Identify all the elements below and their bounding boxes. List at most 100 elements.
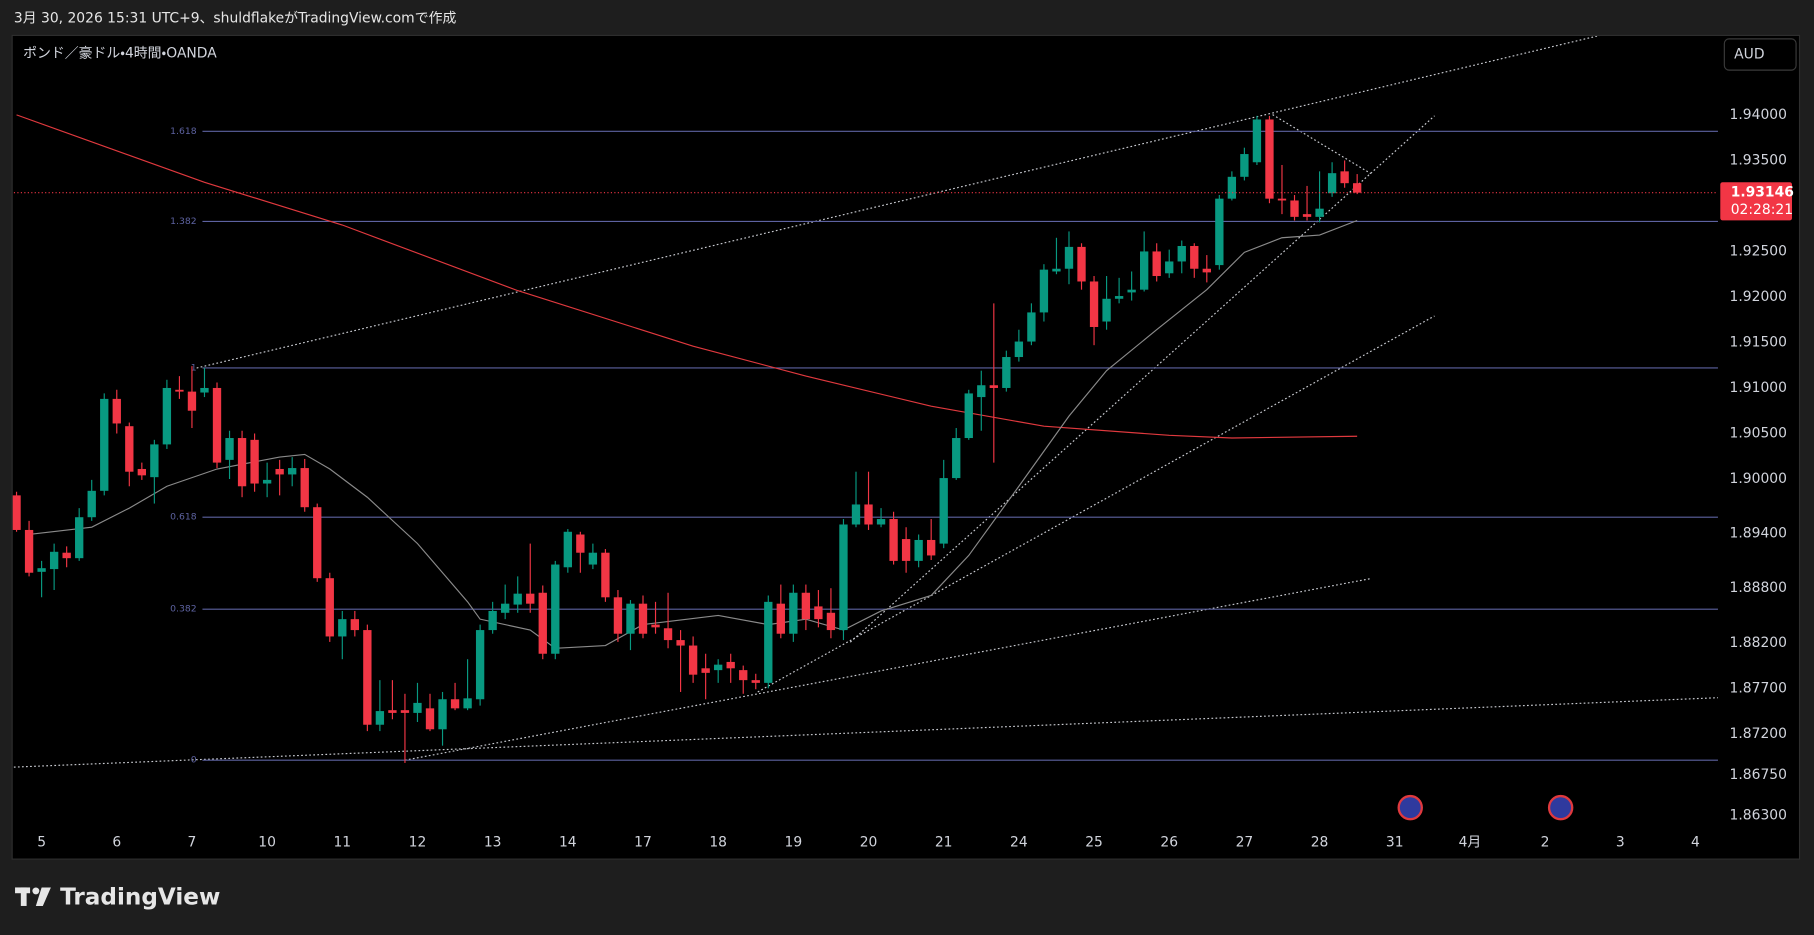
- x-tick-label: 11: [333, 834, 351, 850]
- moving-average: [28, 219, 1358, 649]
- candle-body: [1139, 251, 1149, 290]
- candle-body: [262, 479, 272, 484]
- candle-body: [1064, 246, 1074, 269]
- candle-body: [1152, 251, 1161, 277]
- candle-body: [914, 539, 923, 561]
- candle-body: [839, 524, 848, 631]
- candle-body: [1252, 119, 1262, 163]
- candle-body: [200, 387, 209, 393]
- candle-body: [776, 603, 785, 634]
- candle-body: [613, 597, 623, 634]
- x-tick-label: 13: [484, 834, 502, 850]
- candle-body: [1327, 173, 1337, 194]
- candle-body: [651, 624, 660, 628]
- candle-body: [162, 387, 172, 445]
- candle-body: [1202, 268, 1211, 273]
- event-icon[interactable]: [1397, 794, 1423, 821]
- candle-body: [726, 661, 735, 669]
- candle-body: [49, 551, 59, 570]
- candle-body: [1027, 312, 1036, 342]
- candle-body: [24, 529, 34, 573]
- x-tick-label: 7: [188, 834, 197, 850]
- y-tick-label: 1.88200: [1730, 635, 1787, 651]
- fib-label: 0: [191, 755, 197, 766]
- candle-body: [187, 391, 197, 411]
- candle-body: [663, 628, 673, 641]
- candle-body: [1014, 341, 1024, 358]
- candle-body: [1302, 214, 1312, 217]
- plot: 1.618 1.382 1 0.618 0.382 0: [12, 114, 1718, 766]
- brand-name: TradingView: [60, 884, 220, 910]
- candle-body: [576, 534, 585, 553]
- candle-body: [375, 711, 385, 725]
- x-tick-label: 19: [785, 834, 803, 850]
- y-tick-label: 1.86750: [1730, 767, 1787, 783]
- candle-body: [1039, 269, 1049, 313]
- x-tick-label: 2: [1541, 834, 1550, 850]
- candle-body: [438, 699, 447, 730]
- candle-body: [864, 504, 873, 525]
- candle-body: [751, 680, 760, 683]
- candle-body: [212, 387, 222, 463]
- candle-body: [1127, 289, 1136, 293]
- candle-body: [1089, 281, 1099, 327]
- candle-body: [350, 619, 359, 631]
- candle-body: [112, 398, 121, 424]
- symbol-title: ポンド／豪ドル・4時間・OANDA: [23, 45, 217, 61]
- drawings: [13, 35, 1718, 768]
- candle-body: [237, 438, 247, 487]
- logo-part: [35, 887, 51, 906]
- candle-body: [1240, 154, 1249, 177]
- candle-body: [425, 708, 435, 730]
- currency-button[interactable]: [1723, 38, 1797, 71]
- candle-body: [927, 539, 936, 556]
- candle-body: [338, 619, 347, 637]
- candle-body: [400, 710, 410, 713]
- currency-label: AUD: [1734, 46, 1764, 62]
- chart-area: [11, 34, 1801, 860]
- candle-body: [714, 664, 723, 671]
- candle-body: [1227, 176, 1237, 199]
- candle-body: [977, 385, 986, 398]
- candle-body: [250, 439, 259, 484]
- event-icon[interactable]: [1547, 794, 1574, 821]
- candle-body: [588, 552, 598, 565]
- candle-body: [363, 630, 372, 725]
- last-price-box: [1720, 182, 1793, 221]
- candle-body: [989, 385, 998, 388]
- candle-body: [300, 468, 309, 508]
- candle-body: [488, 610, 497, 631]
- candle-body: [1177, 245, 1186, 262]
- candle-body: [1077, 246, 1086, 282]
- candle-body: [526, 593, 535, 604]
- candle-body: [150, 444, 159, 478]
- candle-body: [12, 495, 21, 530]
- candle-body: [826, 612, 836, 631]
- candle-body: [450, 699, 460, 709]
- trend-line: [13, 697, 1718, 768]
- logo-part: [32, 887, 40, 895]
- x-tick-label: 6: [112, 834, 121, 850]
- y-tick-label: 1.90500: [1730, 425, 1787, 441]
- trend-line: [849, 115, 1435, 643]
- candle-body: [952, 438, 961, 479]
- fib-label: 1: [191, 362, 197, 373]
- x-tick-label: 5: [37, 834, 46, 850]
- y-tick-label: 1.87700: [1730, 680, 1787, 696]
- candle-body: [275, 468, 284, 475]
- x-tick-label: 25: [1085, 834, 1103, 850]
- candle-body: [676, 640, 685, 646]
- candle-body: [563, 531, 572, 568]
- event-icons: [1397, 794, 1574, 821]
- candle-body: [601, 552, 610, 598]
- axes: 1.94000 1.93500 1.92500 1.92000 1.91500 1.910…: [37, 107, 1794, 850]
- x-tick-label: 18: [709, 834, 727, 850]
- y-tick-label: 1.94000: [1730, 107, 1787, 123]
- y-tick-label: 1.91000: [1730, 380, 1787, 396]
- trend-line: [1272, 114, 1372, 175]
- candle-body: [1277, 198, 1287, 201]
- candle-body: [901, 539, 911, 561]
- x-tick-label: 24: [1010, 834, 1028, 850]
- candle-body: [1002, 357, 1011, 388]
